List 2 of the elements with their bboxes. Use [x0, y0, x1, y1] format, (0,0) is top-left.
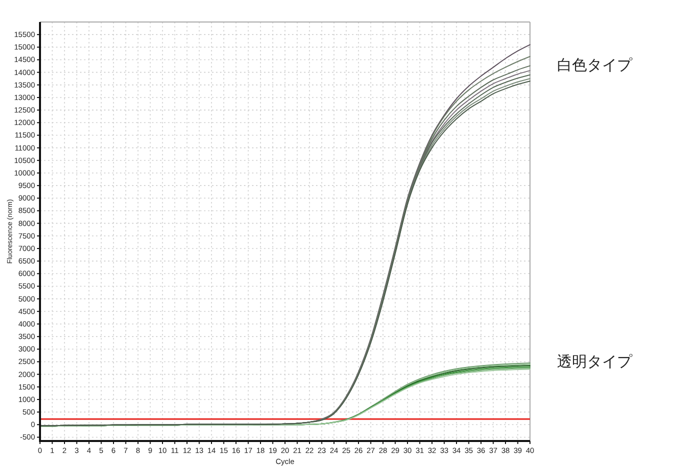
annotation: 透明タイプ: [557, 352, 633, 371]
annotation: 白色タイプ: [557, 56, 633, 74]
